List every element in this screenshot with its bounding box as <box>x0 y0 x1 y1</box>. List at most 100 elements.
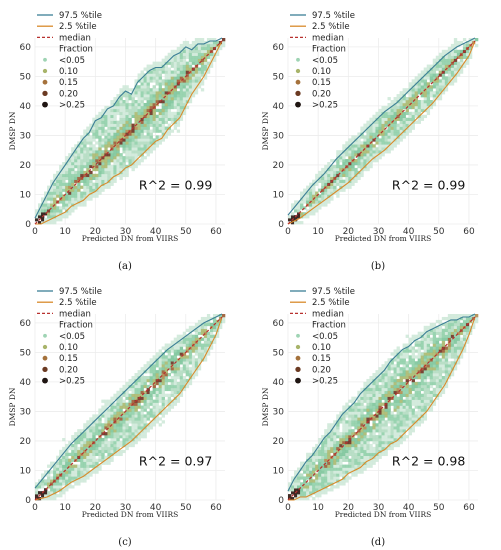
heat-cell <box>209 55 214 59</box>
heat-cell <box>146 405 150 409</box>
heat-cell <box>194 370 199 374</box>
heat-cell <box>179 82 184 86</box>
heat-cell <box>390 387 394 392</box>
heat-cell <box>56 176 60 181</box>
heat-cell <box>80 167 84 172</box>
heat-cell <box>185 67 190 71</box>
heat-cell <box>423 402 428 406</box>
heat-cell <box>191 58 196 62</box>
heat-cell <box>167 373 172 377</box>
heat-cell <box>47 476 51 480</box>
heat-cell <box>71 197 75 201</box>
heat-cell <box>438 319 443 324</box>
heat-cell <box>113 97 117 101</box>
heat-cell <box>50 179 54 183</box>
heat-cell <box>167 105 172 110</box>
heat-cell <box>191 376 196 380</box>
heat-cell <box>435 91 440 95</box>
heat-cell <box>161 364 165 368</box>
heat-cell <box>197 328 202 333</box>
heat-cell <box>411 411 415 415</box>
heat-cell <box>50 476 54 480</box>
heat-cell <box>354 438 358 442</box>
x-tick-label: 0 <box>32 227 38 237</box>
heat-cell <box>387 108 391 113</box>
heat-cell <box>221 38 226 42</box>
heat-cell <box>342 438 346 442</box>
heat-cell <box>450 343 455 347</box>
heat-cell <box>203 67 208 71</box>
heat-cell <box>321 449 325 454</box>
heat-cell <box>146 111 150 116</box>
heat-cell <box>86 159 90 163</box>
heat-cell <box>77 470 81 474</box>
heat-cell <box>432 390 437 395</box>
heat-cell <box>68 191 72 195</box>
heat-cell <box>384 452 388 457</box>
heat-cell <box>77 147 81 151</box>
heat-cell <box>459 55 464 59</box>
heat-cell <box>104 162 108 166</box>
heat-cell <box>185 61 190 65</box>
heat-cell <box>104 402 108 406</box>
heat-cell <box>125 432 129 436</box>
heat-cell <box>363 390 367 395</box>
heat-cell <box>435 370 440 374</box>
heat-cell <box>339 167 343 172</box>
heat-cell <box>65 485 69 489</box>
heat-cell <box>363 449 367 454</box>
heat-cell <box>381 438 385 442</box>
heat-cell <box>173 340 178 344</box>
heat-cell <box>390 390 394 395</box>
heat-cell <box>354 167 358 172</box>
heat-cell <box>375 153 379 157</box>
heat-cell <box>402 417 406 421</box>
heat-cell <box>107 162 111 166</box>
heat-cell <box>164 105 168 110</box>
heat-cell <box>176 67 181 71</box>
heat-cell <box>396 94 400 98</box>
heat-cell <box>137 384 141 389</box>
legend-fraction-dot <box>295 355 301 361</box>
heat-cell <box>95 185 99 189</box>
heat-cell <box>191 367 196 371</box>
heat-cell <box>339 470 343 474</box>
heat-cell <box>444 325 449 330</box>
heat-cell <box>158 367 162 371</box>
heat-cell <box>65 182 69 186</box>
heat-cell <box>423 328 428 333</box>
legend-fraction-label: 0.15 <box>59 78 78 88</box>
heat-cell <box>432 381 437 386</box>
heat-cell <box>143 79 147 83</box>
heat-cell <box>342 432 346 436</box>
heat-cell <box>203 343 208 347</box>
heat-cell <box>122 126 126 130</box>
x-tick-label: 0 <box>285 227 291 237</box>
heat-cell <box>131 399 135 403</box>
heat-cell <box>327 162 331 166</box>
heat-cell <box>149 100 153 104</box>
heat-cell <box>321 203 325 207</box>
heat-cell <box>384 440 388 445</box>
heat-cell <box>411 393 415 397</box>
heat-cell <box>372 429 376 433</box>
heat-cell <box>318 485 322 489</box>
heat-cell <box>348 185 352 189</box>
heat-cell <box>420 331 425 335</box>
heat-cell <box>143 123 147 127</box>
heat-cell <box>381 105 385 110</box>
heat-cell <box>375 138 379 142</box>
heat-cell <box>176 105 181 110</box>
heat-cell <box>149 396 153 400</box>
heat-cell <box>128 123 132 127</box>
heat-cell <box>453 316 458 321</box>
heat-cell <box>92 423 96 427</box>
heat-cell <box>209 46 214 51</box>
heat-cell <box>146 414 150 418</box>
heat-cell <box>366 147 370 151</box>
heat-cell <box>438 331 443 335</box>
heat-cell <box>342 467 346 471</box>
x-tick-label: 60 <box>463 227 475 237</box>
heat-cell <box>143 417 147 421</box>
heat-cell <box>152 94 156 98</box>
